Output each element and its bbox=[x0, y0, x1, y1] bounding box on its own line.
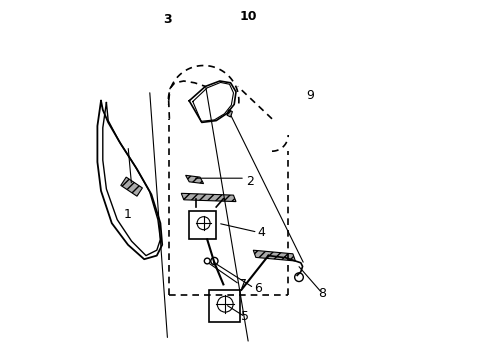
Text: 10: 10 bbox=[240, 10, 257, 23]
Polygon shape bbox=[253, 250, 295, 261]
Polygon shape bbox=[121, 177, 143, 196]
Bar bbox=[189, 211, 216, 239]
Text: 5: 5 bbox=[241, 310, 249, 323]
Polygon shape bbox=[227, 110, 232, 117]
Text: 7: 7 bbox=[239, 278, 247, 291]
Text: 1: 1 bbox=[124, 208, 132, 221]
Text: 9: 9 bbox=[306, 89, 314, 102]
Text: 8: 8 bbox=[318, 287, 326, 300]
Text: 2: 2 bbox=[246, 175, 254, 188]
Polygon shape bbox=[181, 193, 236, 202]
Text: 6: 6 bbox=[254, 282, 262, 294]
Bar bbox=[209, 290, 240, 322]
Text: 3: 3 bbox=[163, 13, 172, 26]
Polygon shape bbox=[186, 175, 204, 184]
Text: 4: 4 bbox=[257, 226, 265, 239]
